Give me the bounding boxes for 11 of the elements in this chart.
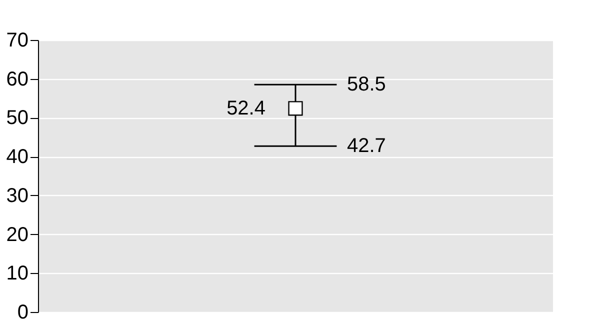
y-tick-label: 10 xyxy=(6,262,28,285)
annotation: 42.7 xyxy=(347,135,386,158)
y-tick-label: 0 xyxy=(17,302,28,324)
y-tick-label: 40 xyxy=(6,146,28,168)
y-tick-label: 60 xyxy=(6,68,28,90)
y-tick-label: 30 xyxy=(6,184,28,207)
y-tick-label: 20 xyxy=(6,224,28,246)
annotation: 58.5 xyxy=(347,74,386,96)
y-tick-label: 70 xyxy=(6,30,28,52)
y-tick-label: 50 xyxy=(6,107,28,130)
data-label: 52.4 xyxy=(226,97,266,120)
